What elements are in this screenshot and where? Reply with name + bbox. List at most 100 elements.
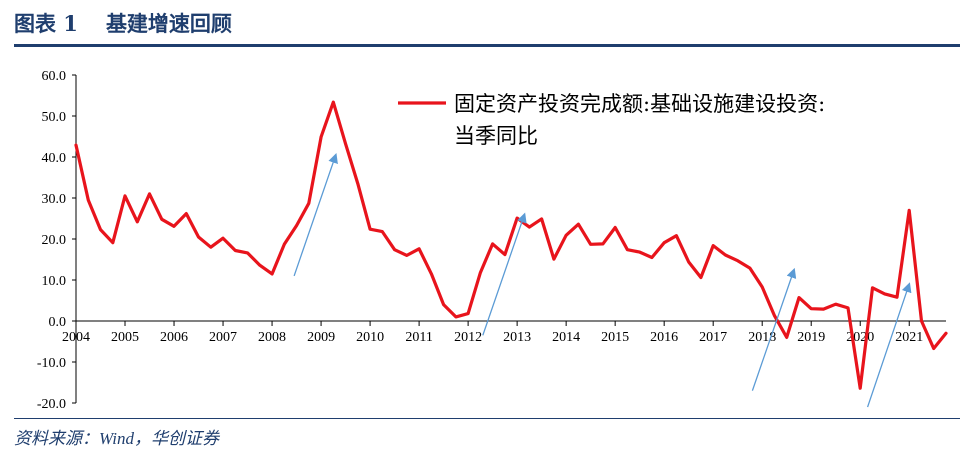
data-point: [283, 243, 286, 246]
trend-arrow: [293, 153, 338, 277]
data-point: [712, 244, 715, 247]
data-point: [442, 303, 445, 306]
x-tick-label: 2006: [160, 330, 188, 345]
data-point: [209, 246, 212, 249]
data-point: [614, 226, 617, 229]
data-point: [405, 254, 408, 257]
data-point: [601, 242, 605, 246]
data-point: [626, 248, 629, 251]
data-point: [466, 312, 470, 315]
legend-label-line2: 当季同比: [454, 124, 538, 148]
data-point: [99, 228, 102, 231]
trend-arrow: [866, 282, 912, 408]
data-point: [111, 241, 115, 244]
data-point: [479, 271, 482, 274]
data-point: [675, 234, 678, 237]
data-point: [319, 135, 323, 139]
figure-label: 图表 1: [14, 11, 78, 36]
source-rule: [14, 418, 960, 419]
data-point: [270, 272, 274, 276]
data-point: [920, 319, 923, 323]
figure-title: 图表 1 基建增速回顾: [14, 8, 232, 38]
data-point: [491, 242, 494, 246]
data-point: [540, 217, 543, 221]
data-point: [761, 285, 764, 289]
data-point: [944, 332, 948, 335]
data-point: [528, 225, 531, 229]
data-point: [577, 223, 580, 226]
data-point: [785, 336, 788, 339]
data-point: [883, 292, 886, 296]
data-point: [74, 143, 78, 147]
data-point: [172, 225, 176, 228]
data-point: [773, 314, 776, 317]
data-point: [724, 253, 727, 257]
data-point: [797, 296, 801, 299]
data-point: [822, 307, 825, 311]
y-tick-label: 60.0: [42, 69, 67, 84]
title-rule: [14, 44, 960, 47]
x-tick-label: 2009: [307, 330, 335, 345]
data-point: [699, 276, 703, 279]
data-point: [895, 296, 899, 299]
data-point: [246, 251, 249, 255]
data-point: [663, 241, 666, 244]
data-point: [307, 202, 310, 205]
data-point: [368, 228, 372, 231]
data-point: [454, 315, 458, 319]
x-tick-label: 2008: [258, 330, 286, 345]
series-line: [74, 100, 948, 390]
data-point: [638, 250, 641, 254]
x-tick-label: 2012: [454, 330, 482, 345]
data-point: [503, 253, 507, 256]
data-point: [123, 194, 127, 198]
data-point: [871, 286, 874, 289]
x-tick-label: 2013: [503, 330, 531, 345]
data-point: [136, 220, 139, 223]
legend-label: 固定资产投资完成额:基础设施建设投资:: [454, 92, 825, 116]
data-point: [846, 306, 850, 310]
data-point: [908, 209, 911, 212]
data-point: [332, 100, 335, 104]
x-tick-label: 2011: [405, 330, 432, 345]
data-point: [258, 264, 261, 267]
data-point: [197, 235, 200, 239]
trend-arrow: [482, 212, 527, 336]
x-tick-label: 2017: [699, 330, 727, 345]
data-point: [356, 182, 359, 185]
y-tick-label: 20.0: [42, 233, 67, 248]
data-point: [381, 230, 384, 233]
data-point: [393, 248, 396, 251]
y-tick-label: -20.0: [37, 397, 66, 412]
x-tick-label: 2015: [601, 330, 629, 345]
data-point: [148, 192, 151, 196]
data-point: [736, 259, 739, 262]
data-point: [834, 303, 837, 306]
x-tick-label: 2016: [650, 330, 678, 345]
trend-arrow: [751, 267, 797, 391]
data-point: [552, 257, 556, 261]
data-point: [430, 272, 433, 276]
data-point: [748, 266, 752, 270]
data-point: [515, 216, 519, 220]
data-point: [344, 142, 347, 146]
y-tick-label: -10.0: [37, 356, 66, 371]
source-note: 资料来源：Wind，华创证券: [14, 429, 219, 448]
data-point: [417, 247, 421, 250]
data-point: [932, 347, 935, 350]
x-tick-label: 2005: [111, 330, 139, 345]
data-point: [87, 198, 90, 202]
data-point: [564, 234, 568, 237]
y-tick-label: 30.0: [42, 192, 67, 207]
y-tick-label: 40.0: [42, 151, 67, 166]
y-tick-label: 50.0: [42, 110, 67, 125]
figure-title-text: 基建增速回顾: [105, 11, 232, 36]
x-tick-label: 2014: [552, 330, 580, 345]
data-point: [589, 243, 592, 246]
y-tick-label: 0.0: [49, 315, 67, 330]
data-point: [687, 260, 690, 264]
x-tick-label: 2021: [895, 330, 923, 345]
data-point: [295, 224, 298, 227]
data-point: [650, 256, 654, 259]
